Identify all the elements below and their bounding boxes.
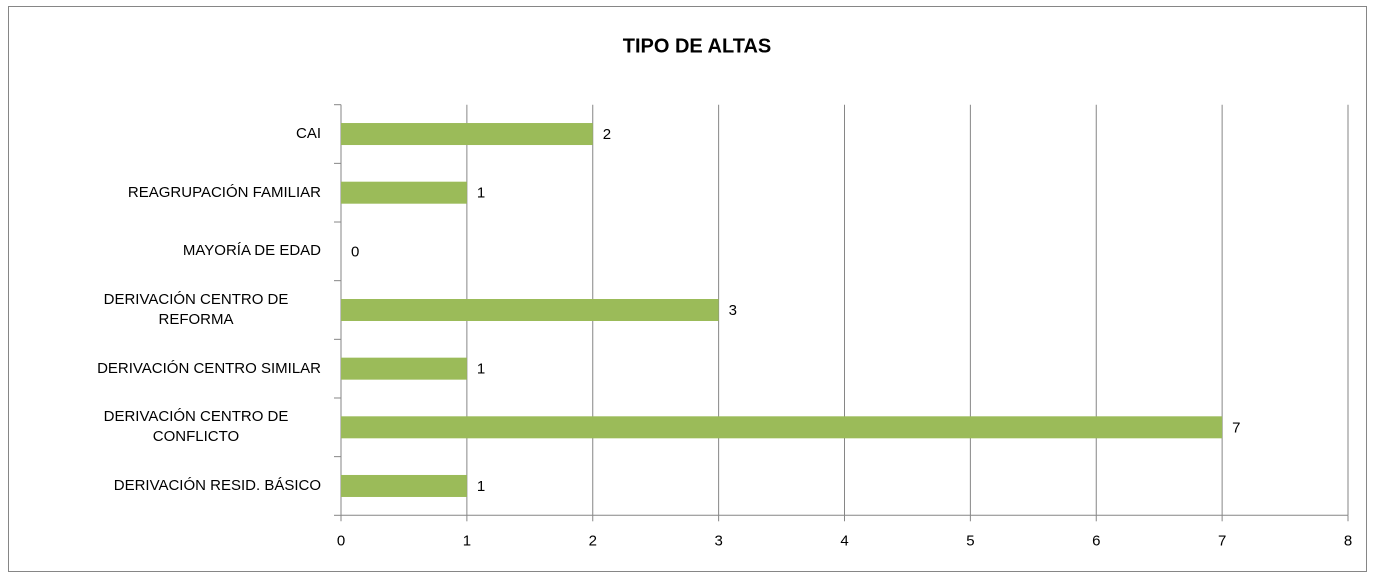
bar [341,123,593,146]
x-tick-label: 7 [1218,532,1226,549]
x-tick-label: 6 [1092,532,1100,549]
category-label-box: DERIVACIÓN CENTRO SIMILAR [31,339,321,398]
chart-title: TIPO DE ALTAS [623,35,772,57]
bar [341,416,1223,439]
y-tick-label: DERIVACIÓN CENTRO SIMILAR [97,359,321,377]
x-tick-label: 3 [714,532,722,549]
x-tick-label: 5 [966,532,974,549]
bar [341,181,467,204]
y-tick-label: CAI [295,125,321,143]
category-label-box: REAGRUPACIÓN FAMILIAR [31,163,321,222]
data-label: 1 [477,361,485,378]
data-label: 0 [351,243,359,260]
data-label: 3 [729,302,737,319]
data-label: 7 [1232,419,1240,436]
data-label: 2 [603,126,611,143]
category-label-box: DERIVACIÓN CENTRO DE CONFLICTO [31,398,321,457]
category-label-box: DERIVACIÓN CENTRO DE REFORMA [31,281,321,340]
y-tick-label: MAYORÍA DE EDAD [182,242,321,260]
category-label-box: MAYORÍA DE EDAD [31,222,321,281]
x-tick-label: 4 [840,532,848,549]
y-tick-label: DERIVACIÓN RESID. BÁSICO [113,476,321,494]
x-tick-label: 8 [1344,532,1352,549]
y-tick-label: DERIVACIÓN CENTRO DE REFORMA [103,290,289,328]
category-label-box: CAI [31,105,321,164]
bar [341,357,467,380]
data-label: 1 [477,478,485,495]
bar [341,299,719,321]
category-label-box: DERIVACIÓN RESID. BÁSICO [31,457,321,516]
y-tick-label: REAGRUPACIÓN FAMILIAR [127,183,321,201]
x-tick-label: 1 [463,532,471,549]
data-label: 1 [477,185,485,202]
bar [341,474,467,497]
x-tick-label: 2 [589,532,597,549]
chart-frame [8,6,1367,572]
y-tick-label: DERIVACIÓN CENTRO DE CONFLICTO [103,408,289,446]
x-tick-label: 0 [337,532,345,549]
